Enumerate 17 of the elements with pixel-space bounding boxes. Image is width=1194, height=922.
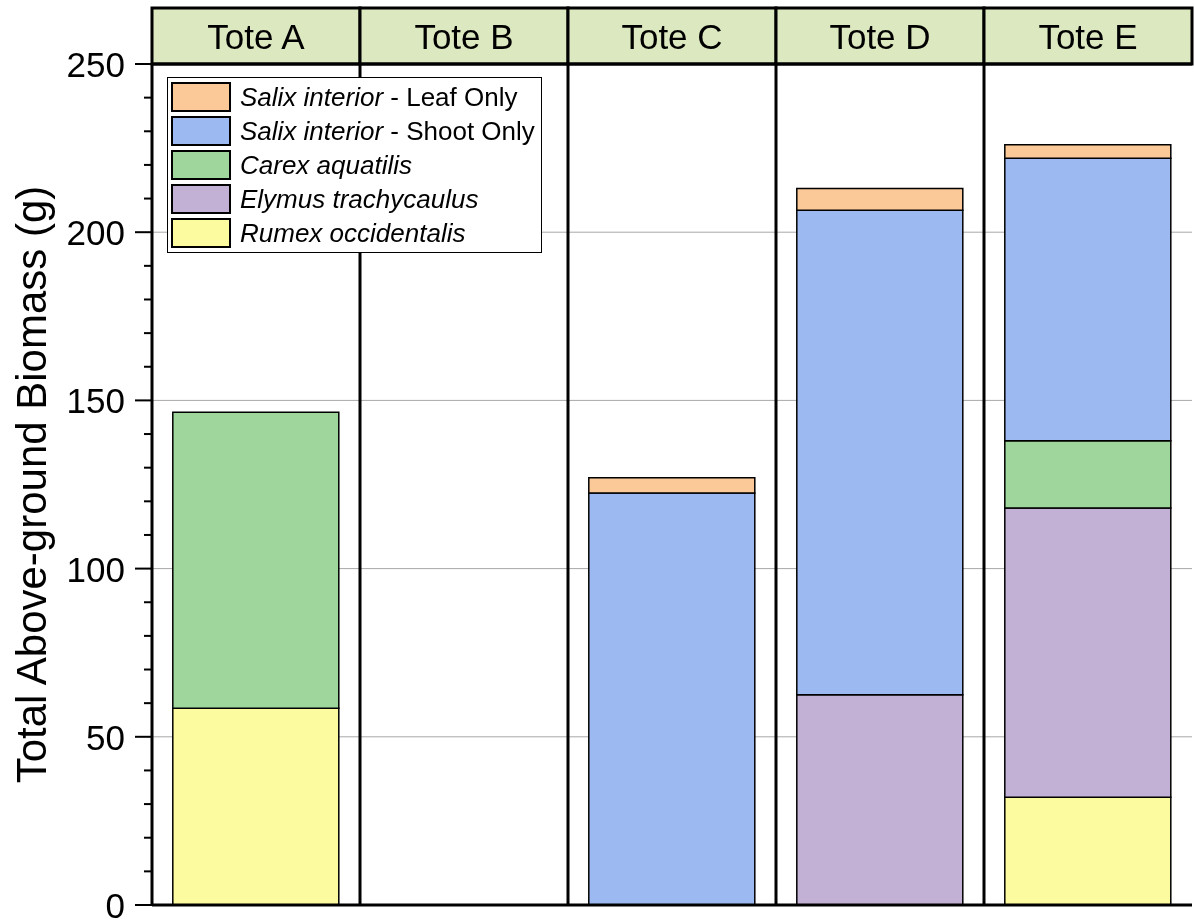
y-tick-label: 0 [105, 885, 125, 922]
y-tick-label: 150 [66, 380, 125, 420]
legend-label: Salix interior - Shoot Only [240, 115, 535, 146]
y-tick-label: 250 [66, 44, 125, 84]
legend-label: Salix interior - Leaf Only [240, 81, 518, 112]
y-tick-label: 50 [86, 717, 125, 757]
x-tick-label: Tote B [414, 16, 514, 56]
x-tick-label: Tote C [621, 16, 723, 56]
x-tick-label: Tote A [207, 16, 306, 56]
x-tick-label: Tote E [1038, 16, 1138, 56]
x-tick-label: Tote D [829, 16, 931, 56]
legend-label: Rumex occidentalis [240, 217, 466, 248]
y-tick-label: 100 [66, 549, 125, 589]
legend-label: Elymus trachycaulus [240, 183, 479, 214]
legend-label: Carex aquatilis [240, 149, 412, 180]
y-tick-label: 200 [66, 212, 125, 252]
y-axis-title: Total Above-ground Biomass (g) [7, 185, 55, 784]
